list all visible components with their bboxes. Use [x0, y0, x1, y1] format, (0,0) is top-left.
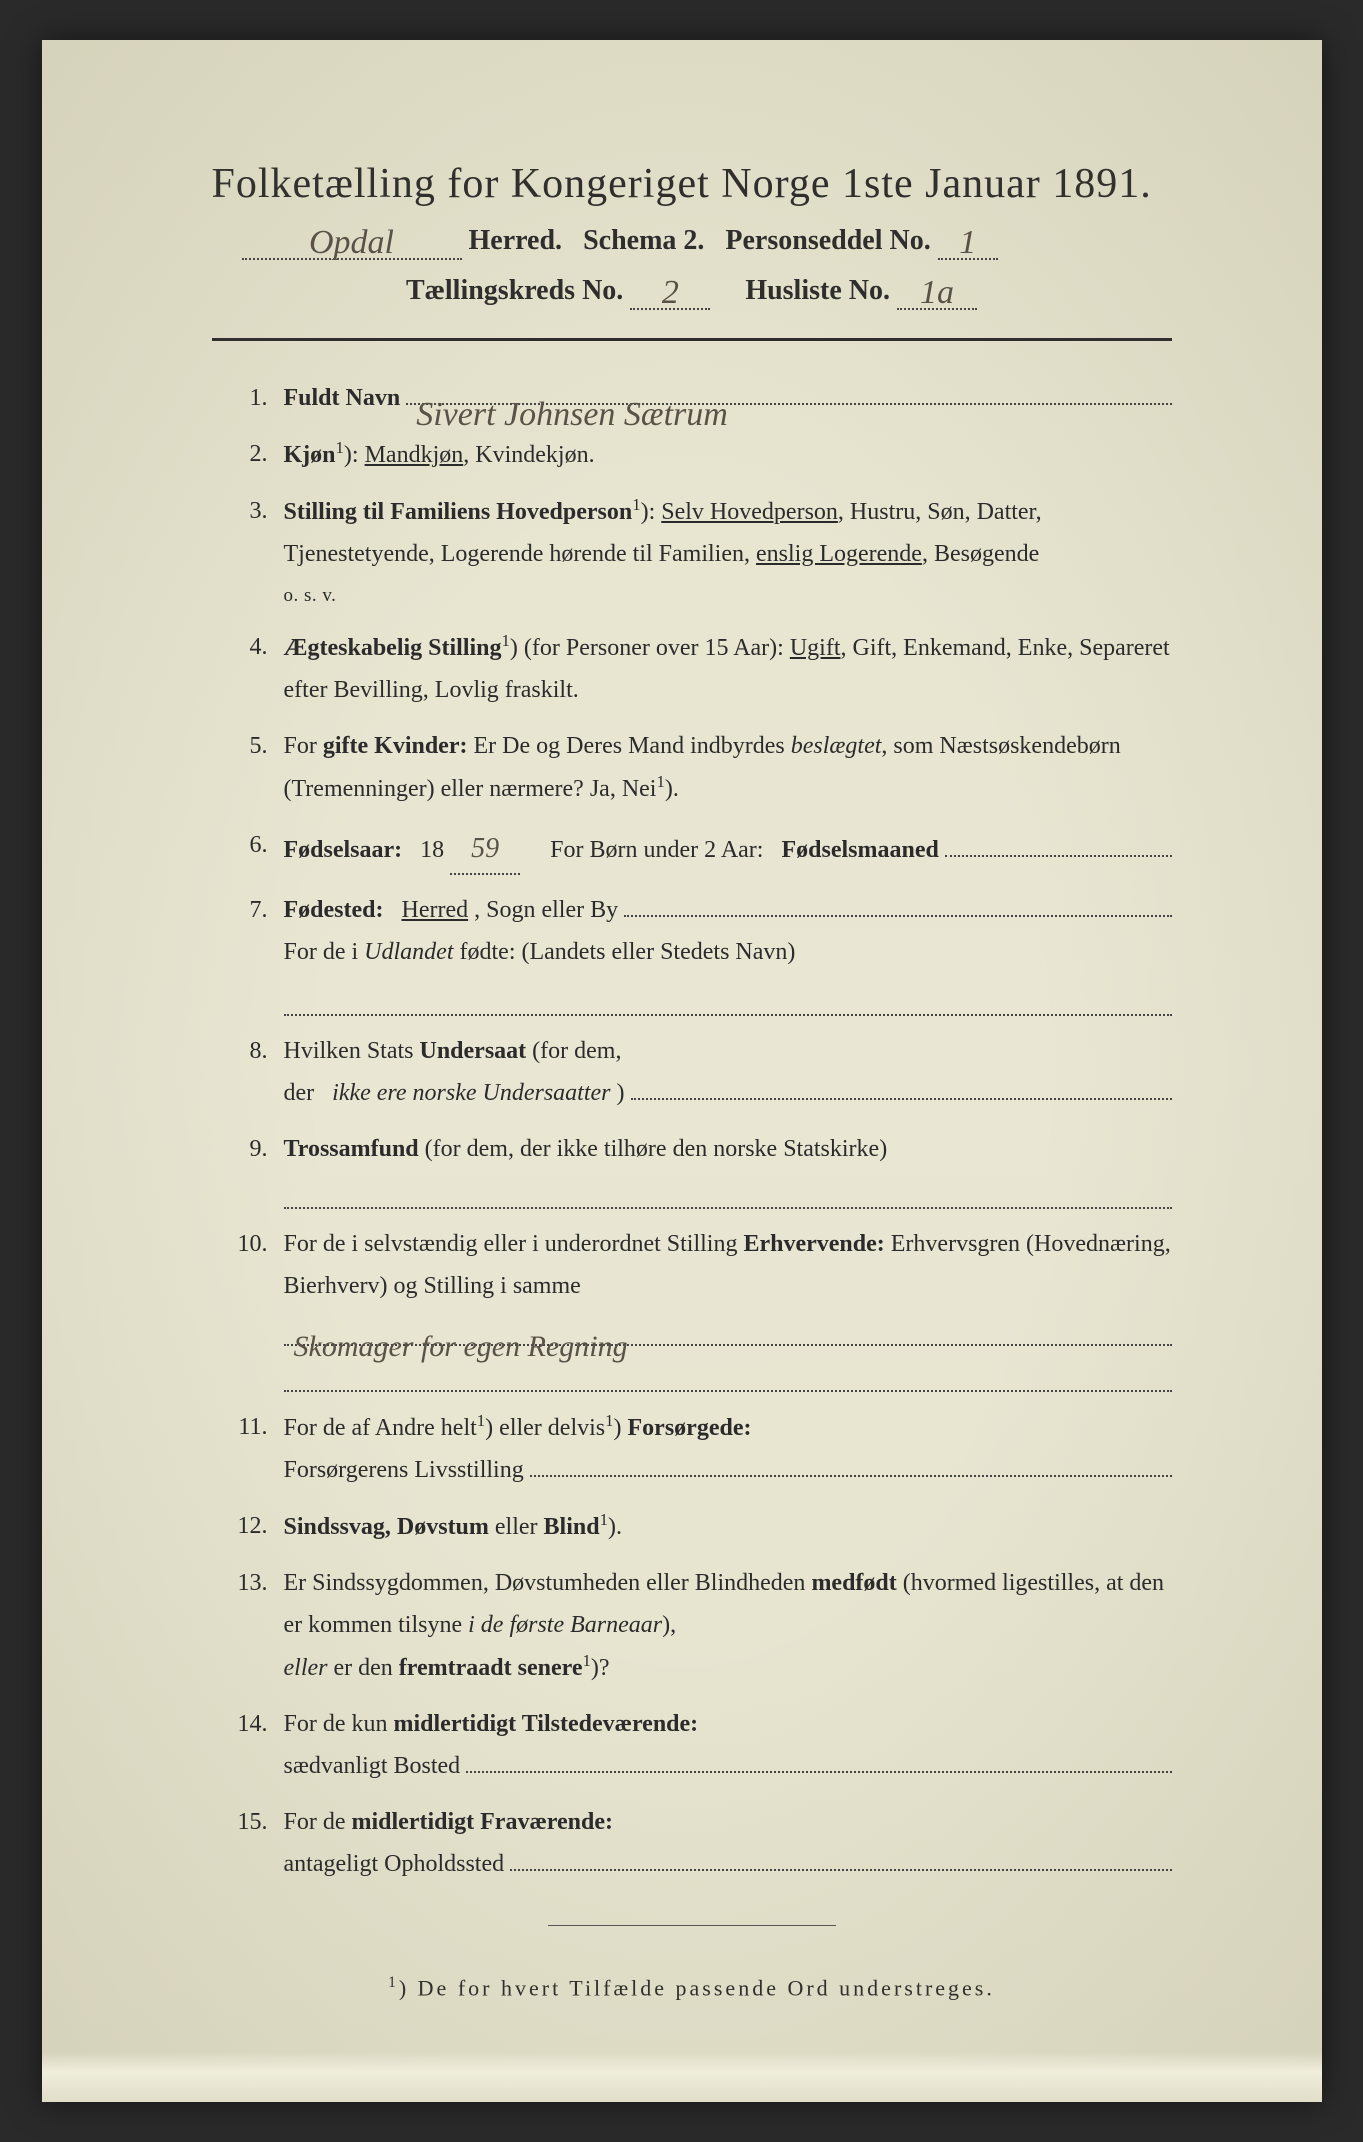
item-4-label: Ægteskabelig Stilling: [284, 635, 502, 661]
herred-label: Herred.: [469, 225, 563, 256]
husliste-value: 1a: [920, 274, 954, 311]
item-2-underlined: Mandkjøn: [365, 442, 464, 468]
item-10: For de i selvstændig eller i underordnet…: [212, 1223, 1172, 1393]
herred-value: Opdal: [309, 224, 394, 261]
item-3-osv: o. s. v.: [284, 579, 1172, 612]
taellingskreds-field: 2: [630, 270, 710, 310]
husliste-label: Husliste No.: [745, 275, 890, 306]
item-8-label: Undersaat: [420, 1038, 527, 1064]
item-6: Fødselsaar: 1859 For Børn under 2 Aar: F…: [212, 824, 1172, 875]
item-6-value: 59: [471, 833, 499, 864]
item-2-label: Kjøn: [284, 442, 336, 468]
item-1-value: Sivert Johnsen Sætrum: [416, 385, 728, 409]
header-line-3: Tællingskreds No. 2 Husliste No. 1a: [212, 270, 1172, 310]
divider-top: [212, 338, 1172, 341]
item-13: Er Sindssygdommen, Døvstumheden eller Bl…: [212, 1562, 1172, 1689]
item-12-label: Sindssvag, Døvstum: [284, 1514, 489, 1540]
item-10-value: Skomager for egen Regning: [294, 1321, 628, 1348]
page-bottom-edge: [42, 2052, 1322, 2102]
item-7-line2: For de i Udlandet fødte: (Landets eller …: [284, 931, 1172, 973]
item-4: Ægteskabelig Stilling1) (for Personer ov…: [212, 626, 1172, 711]
header-title: Folketælling for Kongeriget Norge 1ste J…: [212, 160, 1172, 208]
item-7-u: Herred: [401, 889, 468, 931]
item-12: Sindssvag, Døvstum eller Blind1).: [212, 1505, 1172, 1548]
footnote: 1) De for hvert Tilfælde passende Ord un…: [212, 1974, 1172, 2001]
item-14-label: midlertidigt Tilstedeværende:: [394, 1711, 699, 1737]
form-items: Fuldt Navn Sivert Johnsen Sætrum Kjøn1):…: [212, 377, 1172, 1885]
item-1-label: Fuldt Navn: [284, 377, 401, 419]
item-11-label: Forsørgede:: [628, 1415, 752, 1441]
item-7: Fødested: Herred, Sogn eller By For de i…: [212, 889, 1172, 1016]
item-5: For gifte Kvinder: Er De og Deres Mand i…: [212, 725, 1172, 810]
item-7-label: Fødested:: [284, 889, 384, 931]
item-8: Hvilken Stats Undersaat (for dem, der ik…: [212, 1030, 1172, 1114]
item-9-label: Trossamfund: [284, 1136, 419, 1162]
item-11: For de af Andre helt1) eller delvis1) Fo…: [212, 1406, 1172, 1491]
herred-field: Opdal: [242, 220, 462, 260]
item-3: Stilling til Familiens Hovedperson1): Se…: [212, 490, 1172, 612]
item-3-label: Stilling til Familiens Hovedperson: [284, 499, 633, 525]
taellingskreds-value: 2: [662, 274, 679, 311]
item-4-u: Ugift: [790, 635, 841, 661]
item-1: Fuldt Navn Sivert Johnsen Sætrum: [212, 377, 1172, 419]
schema-label: Schema 2.: [583, 225, 704, 256]
personseddel-field: 1: [938, 220, 998, 260]
husliste-field: 1a: [897, 270, 977, 310]
item-2: Kjøn1): Mandkjøn, Kvindekjøn.: [212, 433, 1172, 476]
item-5-label: gifte Kvinder:: [323, 733, 468, 759]
item-9: Trossamfund (for dem, der ikke tilhøre d…: [212, 1128, 1172, 1209]
item-3-u1: Selv Hovedperson: [661, 499, 838, 525]
item-6-label2: Fødselsmaaned: [781, 829, 938, 871]
item-14: For de kun midlertidigt Tilstedeværende:…: [212, 1703, 1172, 1787]
personseddel-value: 1: [959, 224, 976, 261]
header-line-2: Opdal Herred. Schema 2. Personseddel No.…: [212, 220, 1172, 260]
item-6-label: Fødselsaar:: [284, 829, 403, 871]
item-3-u2: enslig Logerende: [756, 541, 922, 567]
item-10-label: Erhvervende:: [743, 1231, 884, 1257]
document-page: Folketælling for Kongeriget Norge 1ste J…: [42, 40, 1322, 2102]
item-15: For de midlertidigt Fraværende: antageli…: [212, 1801, 1172, 1885]
divider-footnote: [548, 1925, 836, 1926]
taellingskreds-label: Tællingskreds No.: [406, 275, 623, 306]
personseddel-label: Personseddel No.: [725, 225, 930, 256]
item-15-label: midlertidigt Fraværende:: [352, 1809, 614, 1835]
